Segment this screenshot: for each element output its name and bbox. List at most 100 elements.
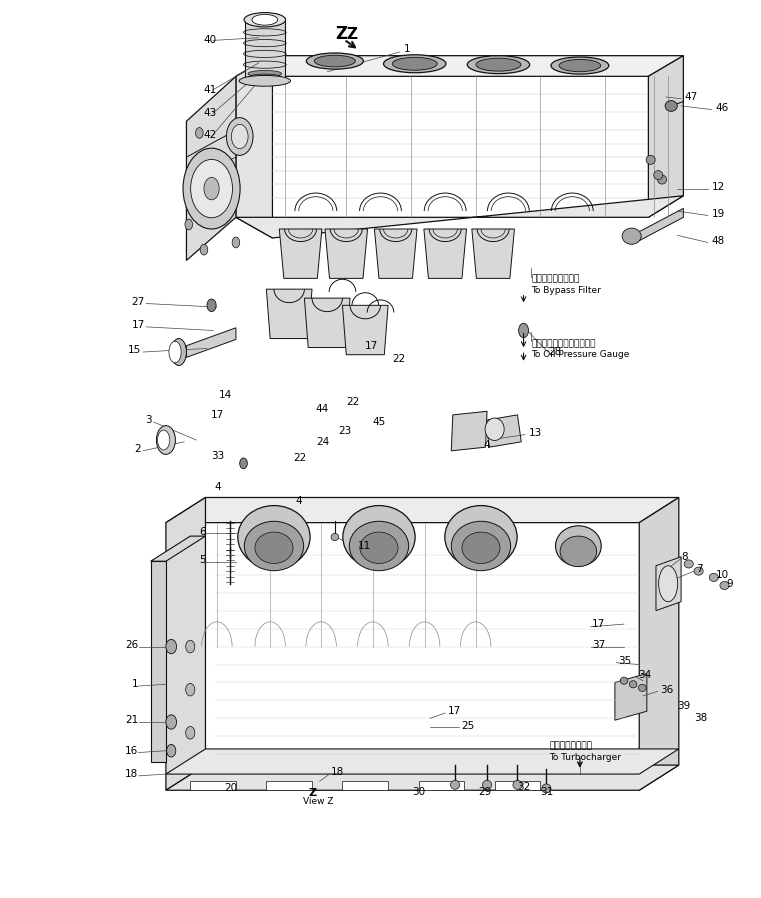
Text: 14: 14 xyxy=(219,390,232,401)
Ellipse shape xyxy=(166,715,177,729)
Ellipse shape xyxy=(252,14,278,25)
Polygon shape xyxy=(151,536,205,561)
Polygon shape xyxy=(342,305,388,355)
Text: 45: 45 xyxy=(373,417,386,427)
Ellipse shape xyxy=(157,426,175,454)
Polygon shape xyxy=(451,411,487,451)
Text: 4: 4 xyxy=(295,496,302,506)
Polygon shape xyxy=(151,561,166,762)
Text: 16: 16 xyxy=(126,745,139,756)
Polygon shape xyxy=(245,20,285,81)
Polygon shape xyxy=(486,415,521,447)
Ellipse shape xyxy=(248,71,282,77)
Ellipse shape xyxy=(171,339,186,365)
Polygon shape xyxy=(236,56,272,238)
Ellipse shape xyxy=(207,299,216,312)
Text: 10: 10 xyxy=(715,569,728,580)
Ellipse shape xyxy=(232,237,240,248)
Text: 32: 32 xyxy=(517,781,530,792)
Ellipse shape xyxy=(482,780,492,789)
Text: 36: 36 xyxy=(661,684,673,695)
Ellipse shape xyxy=(240,458,247,469)
Text: 18: 18 xyxy=(126,769,139,779)
Text: 6: 6 xyxy=(199,526,205,537)
Text: 9: 9 xyxy=(727,578,734,589)
Ellipse shape xyxy=(392,57,438,70)
Ellipse shape xyxy=(204,177,219,200)
Ellipse shape xyxy=(560,536,597,567)
Polygon shape xyxy=(374,229,417,278)
Polygon shape xyxy=(495,781,540,790)
Text: 7: 7 xyxy=(696,564,703,575)
Text: To Turbocharger: To Turbocharger xyxy=(549,753,622,762)
Text: 1: 1 xyxy=(132,679,139,690)
Text: 3: 3 xyxy=(145,415,152,426)
Ellipse shape xyxy=(196,128,203,138)
Text: 29: 29 xyxy=(478,787,491,797)
Ellipse shape xyxy=(248,74,282,81)
Ellipse shape xyxy=(183,148,240,229)
Text: 41: 41 xyxy=(204,84,217,95)
Ellipse shape xyxy=(237,506,310,568)
Text: 40: 40 xyxy=(204,35,217,46)
Text: 43: 43 xyxy=(204,108,217,119)
Ellipse shape xyxy=(349,521,409,571)
Ellipse shape xyxy=(556,526,601,566)
Text: 20: 20 xyxy=(224,783,237,794)
Ellipse shape xyxy=(551,57,609,75)
Ellipse shape xyxy=(186,683,195,696)
Text: 22: 22 xyxy=(293,453,306,463)
Text: 17: 17 xyxy=(365,340,378,351)
Text: 17: 17 xyxy=(132,320,145,330)
Text: 28: 28 xyxy=(548,347,561,357)
Polygon shape xyxy=(639,208,683,241)
Ellipse shape xyxy=(486,418,505,441)
Ellipse shape xyxy=(185,219,193,230)
Text: 44: 44 xyxy=(316,403,329,414)
Text: To Oil Pressure Gauge: To Oil Pressure Gauge xyxy=(531,350,629,359)
Text: 11: 11 xyxy=(358,541,371,551)
Ellipse shape xyxy=(231,124,248,149)
Text: オイルプレッシャゲージへ: オイルプレッシャゲージへ xyxy=(531,339,596,348)
Text: 17: 17 xyxy=(447,706,460,717)
Ellipse shape xyxy=(244,13,285,27)
Text: Z: Z xyxy=(335,25,347,43)
Ellipse shape xyxy=(658,566,678,602)
Text: Z: Z xyxy=(309,788,317,797)
Text: 1: 1 xyxy=(403,44,410,55)
Ellipse shape xyxy=(646,155,655,164)
Text: 18: 18 xyxy=(331,767,344,778)
Ellipse shape xyxy=(248,77,282,84)
Ellipse shape xyxy=(255,532,293,564)
Text: View Z: View Z xyxy=(303,797,333,806)
Ellipse shape xyxy=(629,681,637,688)
Ellipse shape xyxy=(467,56,530,74)
Ellipse shape xyxy=(186,726,195,739)
Polygon shape xyxy=(266,781,312,790)
Text: 4: 4 xyxy=(483,439,490,450)
Polygon shape xyxy=(472,229,514,278)
Ellipse shape xyxy=(559,59,600,72)
Ellipse shape xyxy=(167,744,176,757)
Ellipse shape xyxy=(360,532,398,564)
Polygon shape xyxy=(424,229,466,278)
Text: 22: 22 xyxy=(346,397,359,408)
Text: バイパスフィルタへ: バイパスフィルタへ xyxy=(531,275,580,284)
Ellipse shape xyxy=(462,532,500,564)
Text: 26: 26 xyxy=(126,639,139,650)
Ellipse shape xyxy=(694,568,703,576)
Text: 33: 33 xyxy=(212,451,224,462)
Text: 13: 13 xyxy=(529,427,542,438)
Ellipse shape xyxy=(451,521,511,571)
Ellipse shape xyxy=(384,55,446,73)
Ellipse shape xyxy=(186,640,195,653)
Ellipse shape xyxy=(658,175,667,184)
Ellipse shape xyxy=(638,684,646,691)
Text: 42: 42 xyxy=(204,129,217,140)
Text: 34: 34 xyxy=(638,670,651,681)
Ellipse shape xyxy=(622,228,641,244)
Text: 19: 19 xyxy=(712,208,724,219)
Ellipse shape xyxy=(665,101,677,111)
Ellipse shape xyxy=(513,780,522,789)
Text: 35: 35 xyxy=(618,656,631,666)
